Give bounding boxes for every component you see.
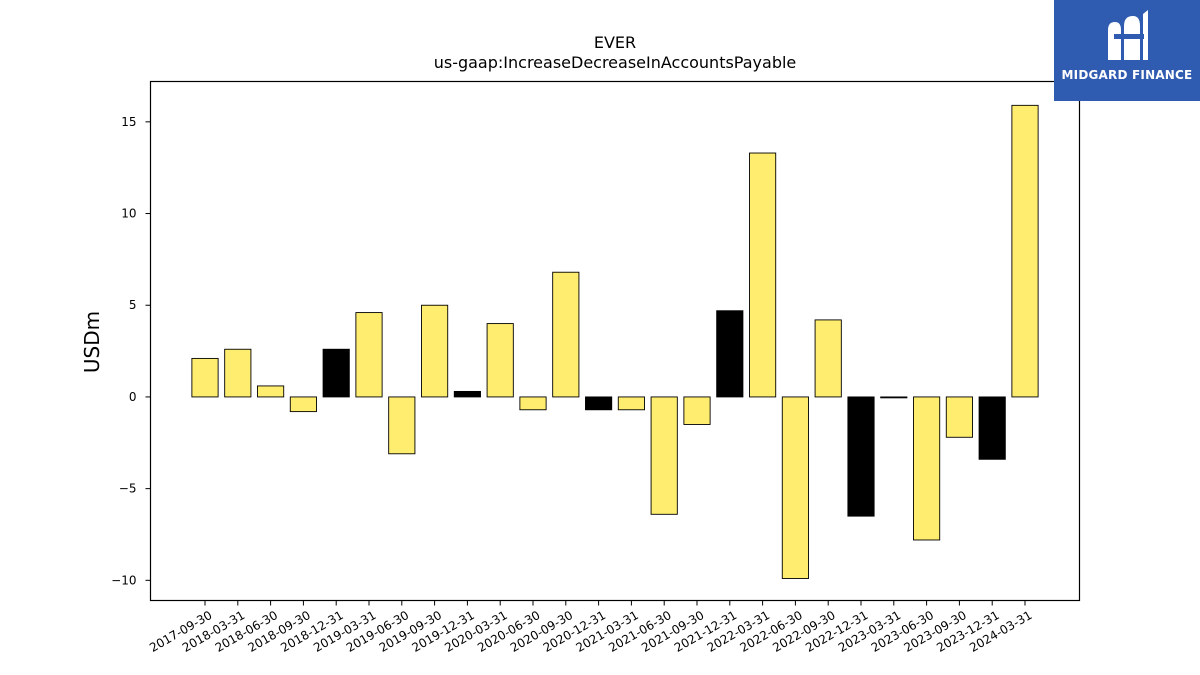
bar-2023-03-31 xyxy=(880,396,908,399)
x-axis-ticks: 2017-09-302018-03-312018-06-302018-09-30… xyxy=(147,600,1035,655)
bar-2022-12-31 xyxy=(847,396,875,517)
bar-2021-09-30 xyxy=(683,396,711,425)
chart-title: EVER xyxy=(594,33,636,52)
bar-2019-09-30 xyxy=(421,304,449,398)
bar-2023-12-31 xyxy=(978,396,1006,460)
bar-2022-06-30 xyxy=(781,396,809,579)
y-tick-label: 10 xyxy=(121,207,136,221)
bar-2018-09-30 xyxy=(289,396,317,413)
bar-2021-06-30 xyxy=(650,396,678,515)
bar-2024-03-31 xyxy=(1011,104,1039,398)
bar-2019-03-31 xyxy=(355,312,383,398)
bar-2023-09-30 xyxy=(945,396,973,438)
bar-2020-03-31 xyxy=(486,323,514,398)
midgard-m-logo-icon xyxy=(1108,10,1148,60)
bar-2021-12-31 xyxy=(716,310,744,398)
bar-2023-06-30 xyxy=(913,396,941,541)
bar-2020-06-30 xyxy=(519,396,547,411)
midgard-finance-logo: MIDGARD FINANCE xyxy=(1054,0,1200,101)
y-tick-label: 0 xyxy=(129,390,137,404)
bars-group xyxy=(191,104,1039,579)
y-tick-label: 5 xyxy=(129,298,137,312)
bar-2019-06-30 xyxy=(388,396,416,455)
bar-2020-09-30 xyxy=(552,271,580,398)
y-axis-ticks: −10 −5 0 5 10 15 xyxy=(111,115,151,587)
plot-frame xyxy=(149,80,1081,602)
y-tick-label: −10 xyxy=(111,573,136,587)
bar-2022-03-31 xyxy=(749,152,777,398)
bar-2020-12-31 xyxy=(585,396,613,411)
bar-2018-06-30 xyxy=(257,385,285,398)
bar-2019-12-31 xyxy=(453,390,481,398)
y-tick-label: −5 xyxy=(119,482,137,496)
y-axis-label: USDm xyxy=(80,311,104,373)
chart-subtitle: us-gaap:IncreaseDecreaseInAccountsPayabl… xyxy=(434,53,797,72)
bar-2021-03-31 xyxy=(617,396,645,411)
y-tick-label: 15 xyxy=(121,115,136,129)
bar-2018-03-31 xyxy=(224,348,252,398)
bar-2017-09-30 xyxy=(191,357,219,398)
bar-2018-12-31 xyxy=(322,348,350,398)
bar-2022-09-30 xyxy=(814,319,842,398)
logo-text: MIDGARD FINANCE xyxy=(1061,68,1193,82)
